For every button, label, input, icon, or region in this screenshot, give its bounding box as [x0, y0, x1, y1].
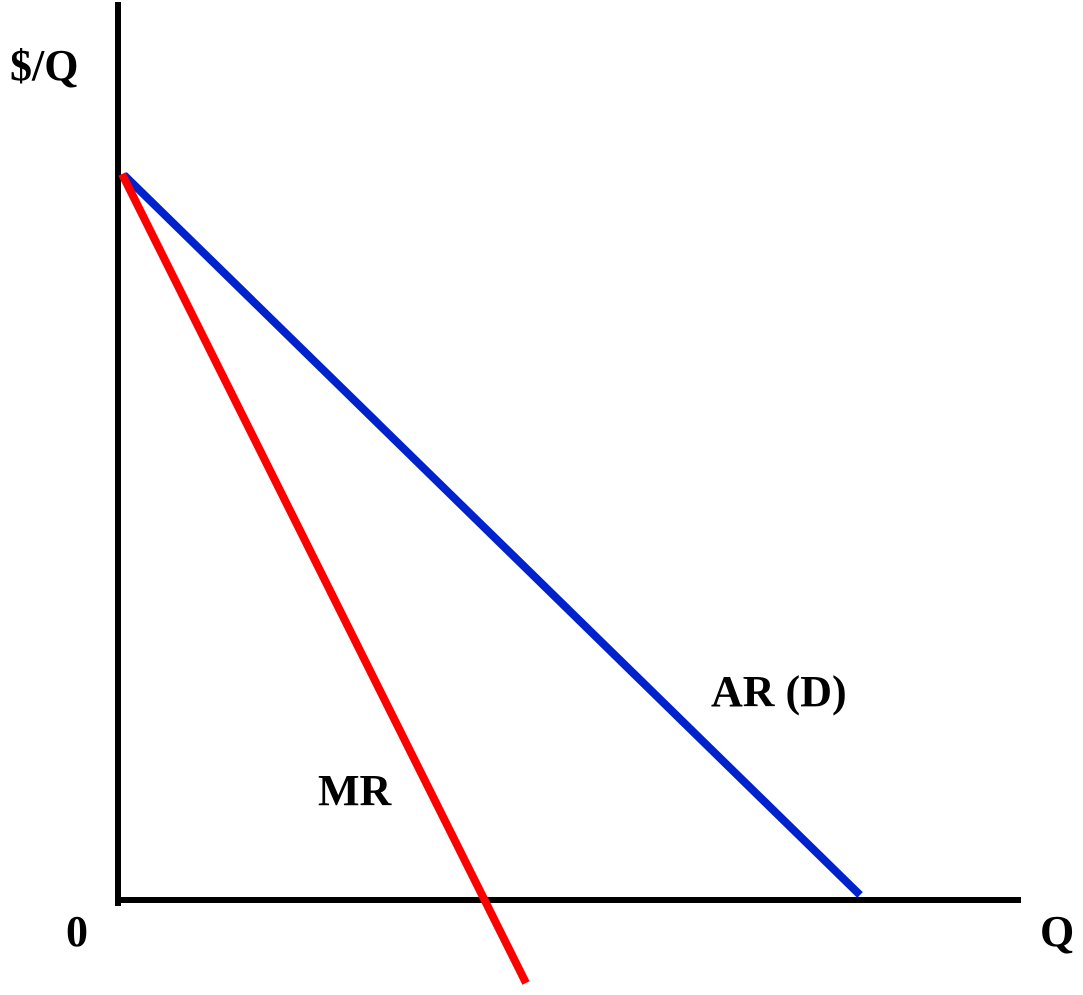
ar-demand-curve — [121, 172, 863, 898]
mr-curve — [118, 172, 530, 985]
origin-label: 0 — [66, 907, 88, 956]
x-axis-label: Q — [1040, 907, 1074, 956]
mr-curve-label: MR — [318, 766, 393, 815]
ar-curve-label: AR (D) — [711, 667, 847, 716]
y-axis-label: $/Q — [10, 41, 78, 90]
